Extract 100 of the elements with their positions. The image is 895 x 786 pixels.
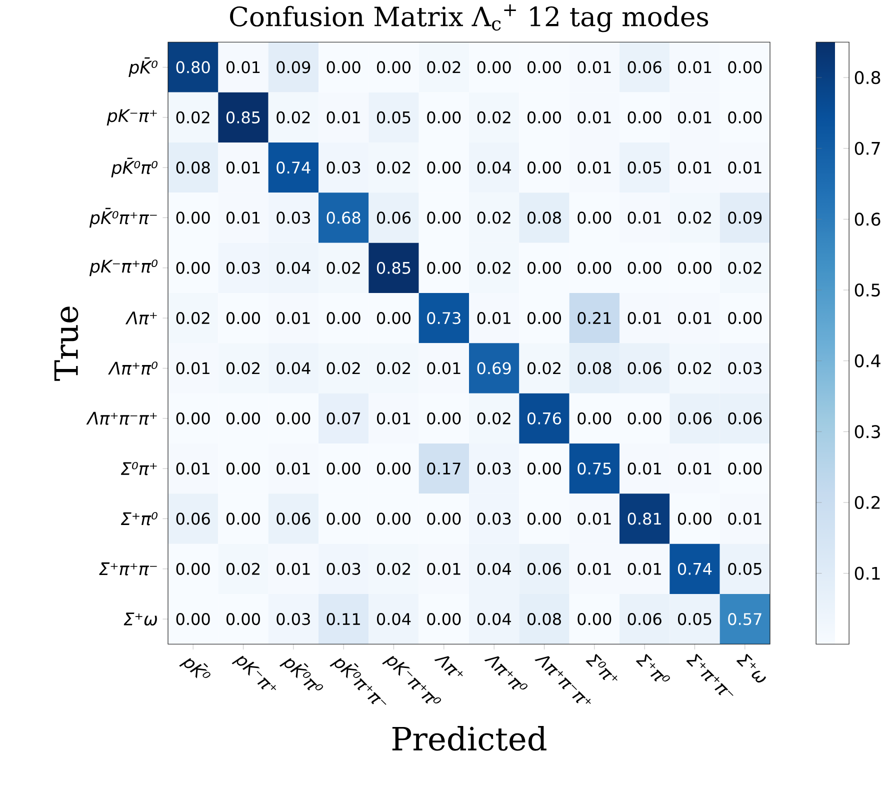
data-label: 0.04 bbox=[276, 262, 310, 274]
data-label: 0.05 bbox=[728, 562, 762, 575]
data-label: 0.02 bbox=[176, 111, 210, 124]
data-label: 0.00 bbox=[376, 61, 410, 74]
data-label: 0.00 bbox=[226, 612, 260, 626]
data-label: 0.74 bbox=[276, 161, 310, 174]
data-label: 0.01 bbox=[427, 362, 460, 374]
data-label: 0.02 bbox=[376, 161, 410, 174]
data-label: 0.08 bbox=[578, 362, 612, 374]
data-label: 0.00 bbox=[728, 111, 762, 124]
data-label: 0.00 bbox=[527, 462, 561, 475]
data-label: 0.01 bbox=[628, 212, 661, 224]
data-label: 0.68 bbox=[326, 212, 360, 224]
data-label: 0.06 bbox=[678, 412, 712, 424]
data-label: 0.06 bbox=[176, 512, 210, 525]
data-label: 0.00 bbox=[226, 462, 260, 475]
data-label: 0.00 bbox=[427, 412, 461, 424]
data-label: 0.74 bbox=[678, 562, 712, 575]
data-label: 0.00 bbox=[326, 512, 360, 525]
data-label: 0.00 bbox=[628, 262, 662, 274]
data-label: 0.03 bbox=[477, 462, 511, 475]
data-label: 0.01 bbox=[226, 161, 260, 174]
data-label: 0.00 bbox=[427, 212, 461, 224]
data-label: 0.00 bbox=[578, 212, 612, 224]
data-label: 0.01 bbox=[276, 462, 310, 475]
data-label: 0.00 bbox=[427, 111, 461, 124]
data-label: 0.02 bbox=[728, 262, 762, 274]
data-label: 0.00 bbox=[728, 61, 762, 74]
data-label: 0.01 bbox=[728, 512, 762, 525]
data-label: 0.01 bbox=[578, 512, 611, 525]
y-tick-label: pK̄⁰π⁰ bbox=[111, 158, 158, 178]
data-label: 0.01 bbox=[477, 312, 510, 324]
data-label: 0.02 bbox=[226, 562, 260, 575]
data-label: 0.02 bbox=[326, 362, 360, 374]
data-label: 0.09 bbox=[276, 61, 310, 74]
data-label: 0.01 bbox=[678, 161, 712, 174]
y-tick-label: Σ⁰π⁺ bbox=[120, 462, 157, 476]
data-label: 0.02 bbox=[376, 362, 410, 374]
color-bar-label: 0.6 bbox=[854, 212, 880, 226]
y-tick-label: Σ⁺ω bbox=[124, 612, 157, 626]
data-label: 0.01 bbox=[628, 562, 661, 575]
data-label: 0.02 bbox=[477, 111, 510, 124]
data-label: 0.01 bbox=[578, 562, 611, 575]
data-label: 0.17 bbox=[427, 462, 460, 475]
data-label: 0.00 bbox=[226, 412, 260, 424]
data-label: 0.00 bbox=[728, 462, 762, 475]
data-label: 0.06 bbox=[527, 562, 562, 575]
y-tick-label: pK⁻π⁺π⁰ bbox=[89, 260, 158, 276]
color-bar-label: 0.5 bbox=[854, 283, 880, 297]
data-label: 0.08 bbox=[527, 212, 561, 224]
data-label: 0.00 bbox=[376, 512, 410, 525]
color-bar-label: 0.7 bbox=[854, 142, 880, 155]
data-label: 0.03 bbox=[276, 612, 310, 626]
data-label: 0.01 bbox=[628, 312, 661, 324]
data-label: 0.00 bbox=[427, 262, 461, 274]
data-label: 0.73 bbox=[427, 312, 460, 324]
data-label: 0.01 bbox=[578, 111, 611, 124]
data-label: 0.06 bbox=[628, 612, 662, 626]
data-label: 0.02 bbox=[477, 262, 510, 274]
color-bar-label: 0.3 bbox=[854, 425, 880, 438]
data-label: 0.08 bbox=[176, 161, 210, 174]
data-label: 0.04 bbox=[477, 562, 511, 575]
data-label: 0.09 bbox=[728, 212, 762, 224]
data-label: 0.00 bbox=[376, 312, 410, 324]
data-label: 0.00 bbox=[326, 61, 360, 74]
data-label: 0.04 bbox=[376, 612, 411, 626]
data-label: 0.85 bbox=[376, 262, 410, 274]
data-label: 0.57 bbox=[728, 612, 762, 626]
data-label: 0.00 bbox=[678, 262, 712, 274]
y-tick-label: Σ⁺π⁰ bbox=[120, 512, 158, 526]
data-label: 0.02 bbox=[326, 262, 360, 274]
x-tick-label: Σ⁺π⁰ bbox=[636, 654, 670, 682]
data-label: 0.00 bbox=[326, 462, 360, 475]
data-label: 0.00 bbox=[176, 612, 210, 626]
data-label: 0.01 bbox=[678, 61, 712, 74]
data-label: 0.06 bbox=[628, 362, 662, 374]
data-label: 0.02 bbox=[376, 562, 410, 575]
y-tick-label: pK̄⁰π⁺π⁻ bbox=[89, 208, 157, 228]
data-label: 0.01 bbox=[578, 61, 611, 74]
data-label: 0.01 bbox=[276, 312, 310, 324]
data-label: 0.06 bbox=[628, 61, 662, 74]
data-label: 0.00 bbox=[176, 212, 210, 224]
data-label: 0.00 bbox=[176, 412, 210, 424]
data-label: 0.02 bbox=[678, 362, 711, 374]
data-label: 0.21 bbox=[578, 312, 611, 324]
data-label: 0.00 bbox=[527, 61, 561, 74]
data-label: 0.00 bbox=[477, 61, 511, 74]
data-label: 0.02 bbox=[226, 362, 260, 374]
data-label: 0.00 bbox=[678, 512, 712, 525]
data-label: 0.07 bbox=[326, 412, 360, 424]
data-label: 0.00 bbox=[527, 111, 561, 124]
data-label: 0.85 bbox=[226, 111, 260, 124]
data-label: 0.11 bbox=[326, 612, 360, 626]
data-label: 0.00 bbox=[276, 412, 310, 424]
data-label: 0.00 bbox=[527, 161, 561, 174]
data-label: 0.00 bbox=[578, 612, 612, 626]
data-label: 0.02 bbox=[477, 412, 510, 424]
data-label: 0.00 bbox=[527, 312, 561, 324]
data-label: 0.01 bbox=[628, 462, 661, 475]
data-label: 0.03 bbox=[728, 362, 762, 374]
